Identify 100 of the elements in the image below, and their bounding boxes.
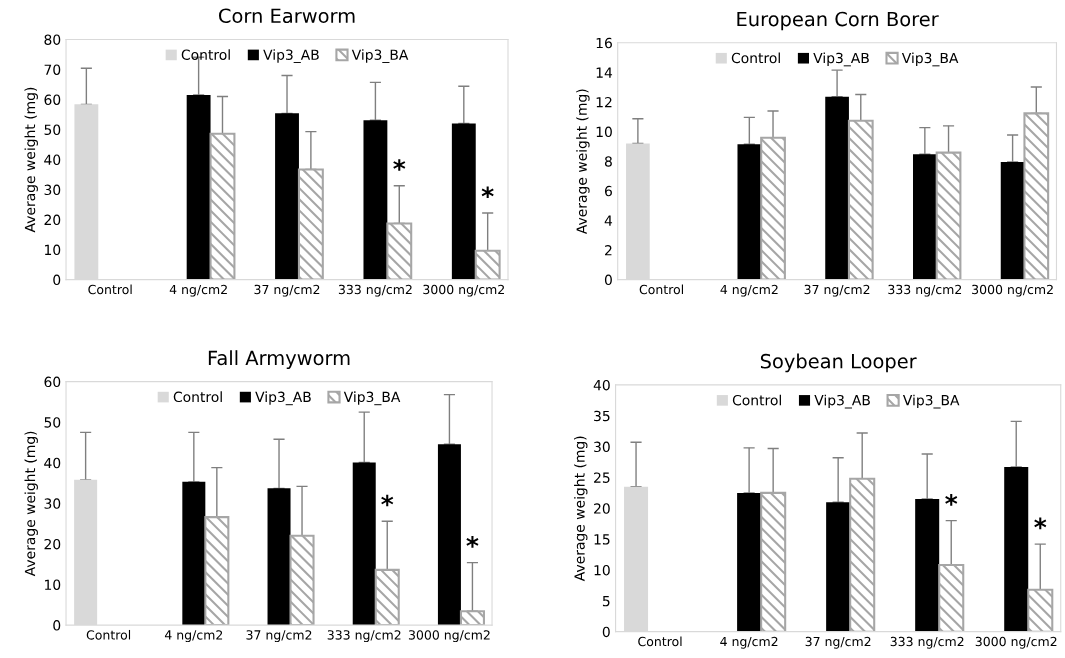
- legend-label: Vip3_BA: [901, 52, 959, 67]
- bar: [1004, 466, 1029, 632]
- x-tick-label: 333 ng/cm2: [327, 630, 401, 643]
- bar: [374, 568, 400, 626]
- bar: [275, 113, 299, 280]
- y-tick-label: 30: [44, 498, 61, 509]
- y-tick-label: 30: [44, 184, 61, 196]
- y-tick-label: 10: [45, 579, 61, 590]
- annotation: *: [1034, 517, 1047, 530]
- bar: [849, 477, 876, 632]
- y-tick-label: 0: [602, 626, 610, 638]
- y-tick-label: 40: [44, 154, 61, 166]
- bar: [289, 534, 315, 626]
- bar: [352, 462, 376, 626]
- y-tick-label: 8: [604, 156, 612, 167]
- x-tick-label: 37 ng/cm2: [254, 284, 320, 297]
- annotation: *: [481, 186, 494, 199]
- chart-title: Soybean Looper: [760, 353, 917, 373]
- legend-label: Vip3_AB: [263, 49, 319, 64]
- y-tick-label: 14: [596, 67, 613, 78]
- chart-title: Fall Armyworm: [208, 350, 350, 370]
- y-tick-label: 20: [44, 214, 61, 226]
- y-axis-title: Average weight (mg): [574, 436, 588, 582]
- bar: [437, 444, 461, 626]
- y-tick-label: 0: [604, 274, 612, 286]
- y-tick-label: 15: [594, 534, 610, 545]
- legend-label: Control: [181, 49, 230, 60]
- bar: [760, 491, 787, 632]
- y-tick-label: 10: [596, 126, 612, 138]
- y-tick-label: 0: [53, 274, 61, 286]
- x-tick-label: Control: [639, 284, 683, 295]
- legend-label: Control: [731, 52, 780, 64]
- annotation: *: [466, 536, 479, 548]
- legend-label: Vip3_BA: [343, 391, 401, 406]
- legend-label: Vip3_BA: [902, 394, 960, 409]
- y-tick-label: 25: [594, 472, 610, 483]
- y-tick-label: 2: [605, 245, 612, 256]
- x-tick-label: 4 ng/cm2: [720, 636, 778, 649]
- annotation: *: [381, 494, 394, 507]
- y-tick-label: 40: [44, 457, 61, 469]
- x-tick-label: 37 ng/cm2: [246, 630, 312, 643]
- x-tick-label: 333 ng/cm2: [888, 284, 962, 297]
- y-tick-label: 50: [44, 417, 61, 428]
- legend-label: Vip3_BA: [351, 49, 409, 64]
- y-tick-label: 5: [602, 595, 610, 607]
- bar: [209, 132, 236, 280]
- bar: [1027, 588, 1054, 632]
- x-tick-label: 3000 ng/cm2: [975, 636, 1057, 649]
- chart-title: Corn Earworm: [219, 8, 355, 24]
- bar: [737, 144, 762, 280]
- bar: [297, 168, 324, 280]
- bar: [186, 95, 211, 280]
- x-tick-label: Control: [88, 284, 132, 295]
- bar: [386, 222, 413, 280]
- legend-label: Vip3_AB: [814, 394, 870, 409]
- y-tick-label: 4: [604, 215, 613, 226]
- bar: [1000, 161, 1025, 280]
- y-tick-label: 60: [44, 94, 61, 105]
- bar: [459, 610, 485, 626]
- y-tick-label: 80: [44, 34, 61, 45]
- bar: [204, 516, 230, 626]
- bar: [935, 151, 962, 280]
- y-tick-label: 50: [44, 124, 61, 136]
- x-tick-label: 37 ng/cm2: [804, 284, 870, 297]
- y-tick-label: 60: [44, 376, 61, 388]
- legend-label: Control: [173, 391, 222, 403]
- y-tick-label: 16: [596, 37, 612, 49]
- chart-title: European Corn Borer: [737, 11, 939, 31]
- y-tick-label: 40: [593, 379, 610, 391]
- annotation: *: [945, 494, 958, 506]
- bar: [913, 154, 937, 280]
- y-tick-label: 0: [53, 620, 61, 631]
- x-tick-label: 3000 ng/cm2: [423, 284, 504, 297]
- y-axis-title: Average weight (mg): [576, 89, 590, 235]
- y-tick-label: 20: [44, 538, 61, 550]
- x-tick-label: Control: [86, 629, 131, 640]
- y-tick-label: 20: [594, 503, 610, 514]
- y-tick-label: 6: [604, 185, 612, 197]
- bar: [915, 499, 940, 632]
- x-tick-label: 37 ng/cm2: [805, 636, 871, 649]
- y-tick-label: 30: [594, 441, 610, 453]
- bar: [826, 502, 851, 632]
- bar: [760, 136, 786, 280]
- y-axis-title: Average weight (mg): [24, 431, 38, 577]
- annotation: *: [393, 159, 406, 171]
- x-tick-label: 4 ng/cm2: [164, 630, 223, 643]
- y-tick-label: 35: [594, 410, 610, 422]
- x-tick-label: 3000 ng/cm2: [972, 284, 1053, 297]
- y-tick-label: 10: [45, 244, 61, 256]
- bar: [938, 564, 965, 632]
- bar: [474, 249, 501, 280]
- x-tick-label: 333 ng/cm2: [890, 636, 964, 649]
- x-tick-label: 3000 ng/cm2: [408, 630, 490, 643]
- bar: [1023, 112, 1050, 280]
- x-tick-label: Control: [638, 636, 682, 647]
- bar: [182, 481, 206, 626]
- y-tick-label: 70: [44, 64, 61, 75]
- x-tick-label: 4 ng/cm2: [169, 284, 227, 297]
- x-tick-label: 333 ng/cm2: [338, 284, 412, 297]
- legend-label: Vip3_AB: [255, 391, 311, 406]
